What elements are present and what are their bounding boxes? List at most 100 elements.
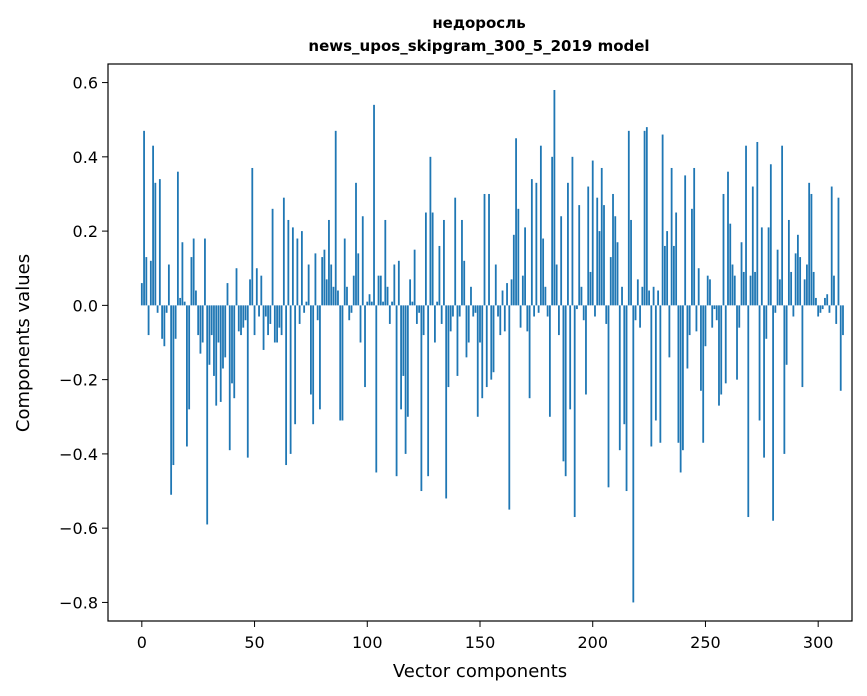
- bar-104: [375, 305, 378, 473]
- bar-161: [503, 305, 506, 332]
- bar-170: [524, 227, 526, 306]
- bar-100: [366, 301, 369, 306]
- bar-175: [535, 182, 538, 306]
- bar-50: [253, 305, 256, 336]
- bar-210: [614, 216, 617, 306]
- x-tick-label: 100: [352, 633, 383, 652]
- bar-180: [546, 305, 549, 317]
- bar-53: [260, 275, 263, 306]
- bar-279: [769, 164, 772, 306]
- bar-68: [294, 305, 297, 425]
- bar-137: [449, 305, 452, 332]
- bar-34: [217, 305, 220, 343]
- bar-299: [815, 297, 817, 306]
- bar-218: [632, 305, 635, 603]
- bar-223: [643, 130, 646, 306]
- bar-12: [167, 264, 170, 306]
- y-tick-label: −0.8: [59, 593, 98, 612]
- bar-229: [657, 290, 660, 306]
- bar-156: [492, 305, 495, 373]
- bar-109: [386, 286, 389, 306]
- bar-284: [781, 145, 784, 306]
- bar-44: [240, 305, 242, 336]
- bar-179: [544, 286, 547, 306]
- bar-261: [729, 223, 732, 306]
- y-tick-label: 0.2: [73, 222, 98, 241]
- bar-278: [767, 227, 770, 306]
- bar-123: [418, 305, 421, 313]
- bar-240: [682, 305, 684, 451]
- bar-183: [553, 89, 556, 306]
- bar-47: [246, 305, 249, 458]
- x-tick-label: 200: [577, 633, 608, 652]
- bar-143: [463, 260, 466, 306]
- bar-232: [663, 245, 666, 306]
- bar-133: [440, 305, 443, 324]
- bar-56: [267, 305, 269, 336]
- x-tick-label: 0: [137, 633, 147, 652]
- bar-234: [668, 305, 671, 358]
- y-tick-label: 0.6: [73, 74, 98, 93]
- bar-127: [427, 305, 430, 477]
- bar-136: [447, 305, 450, 388]
- bar-257: [720, 305, 723, 395]
- bar-178: [542, 238, 545, 306]
- bar-110: [388, 305, 391, 324]
- bar-285: [783, 305, 786, 454]
- bar-173: [530, 179, 533, 306]
- bar-63: [282, 197, 285, 306]
- x-tick-label: 300: [803, 633, 834, 652]
- x-axis-ticks: 0 50 100 150 200 250 300: [137, 621, 834, 652]
- bar-122: [415, 305, 418, 324]
- bar-219: [634, 305, 637, 321]
- bar-243: [688, 305, 691, 336]
- bar-118: [406, 305, 409, 417]
- bar-158: [497, 305, 499, 317]
- bar-262: [731, 264, 734, 306]
- bar-304: [826, 294, 829, 306]
- bar-90: [343, 238, 346, 306]
- bar-80: [321, 257, 324, 306]
- bar-182: [551, 156, 554, 306]
- chart-title-line-2: news_upos_skipgram_300_5_2019 model: [308, 37, 649, 55]
- bar-26: [199, 305, 202, 354]
- bar-87: [337, 290, 339, 306]
- bar-236: [672, 245, 675, 306]
- bar-189: [567, 182, 569, 306]
- bar-6: [154, 182, 157, 306]
- bar-64: [285, 305, 288, 466]
- bar-103: [373, 104, 375, 306]
- bar-205: [603, 205, 605, 306]
- bar-253: [711, 305, 714, 328]
- bar-88: [339, 305, 342, 421]
- bar-30: [208, 305, 211, 365]
- chart-title-line-1: недоросль: [432, 14, 525, 32]
- bar-93: [350, 305, 353, 313]
- bar-174: [533, 305, 536, 317]
- bar-129: [431, 212, 434, 306]
- bar-75: [310, 305, 312, 395]
- bar-202: [596, 197, 599, 306]
- bar-138: [452, 305, 454, 317]
- bar-308: [835, 305, 838, 324]
- bar-71: [300, 231, 303, 306]
- bar-306: [830, 186, 833, 306]
- y-tick-label: −0.6: [59, 519, 98, 538]
- bar-54: [262, 305, 265, 350]
- bar-289: [792, 305, 795, 317]
- y-tick-label: 0.0: [73, 296, 98, 315]
- bar-10: [163, 305, 166, 347]
- bar-79: [319, 305, 321, 410]
- bar-134: [443, 219, 445, 306]
- bar-160: [501, 290, 504, 306]
- bar-96: [357, 253, 360, 306]
- bar-24: [195, 290, 197, 306]
- bar-76: [312, 305, 315, 425]
- bar-135: [445, 305, 448, 499]
- bar-181: [548, 305, 551, 417]
- bar-254: [713, 305, 716, 310]
- bar-65: [287, 219, 290, 306]
- bar-69: [296, 238, 299, 306]
- bar-124: [420, 305, 423, 492]
